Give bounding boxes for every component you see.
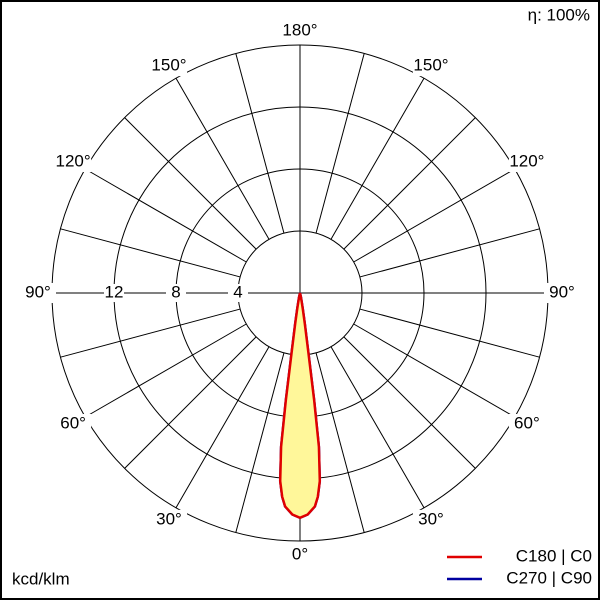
spoke xyxy=(343,117,476,250)
r-tick-label: 12 xyxy=(105,282,124,301)
label-bg xyxy=(228,284,248,302)
theta-tick-label: 30° xyxy=(418,509,444,528)
label-bg xyxy=(413,509,449,530)
spoke xyxy=(124,117,257,250)
label-bg xyxy=(508,414,545,434)
legend-label: C180 | C0 xyxy=(516,546,592,565)
spoke xyxy=(84,323,247,418)
spoke xyxy=(84,168,247,263)
theta-tick-label: 150° xyxy=(413,56,448,75)
theta-tick-label: 60° xyxy=(60,413,86,432)
spoke xyxy=(353,168,516,263)
label-bg xyxy=(282,545,318,565)
spoke xyxy=(175,346,270,509)
label-bg xyxy=(282,21,318,41)
theta-tick-label: 150° xyxy=(151,56,186,75)
theta-tick-label: 90° xyxy=(549,282,575,301)
spoke xyxy=(315,352,365,533)
theta-tick-label: 90° xyxy=(25,282,51,301)
label-bg xyxy=(151,509,187,530)
theta-tick-label: 0° xyxy=(292,544,308,563)
theta-tick-label: 60° xyxy=(514,413,540,432)
spoke xyxy=(124,336,257,469)
spoke xyxy=(359,228,540,278)
spoke xyxy=(330,77,425,240)
theta-tick-label: 180° xyxy=(282,20,317,39)
spoke xyxy=(359,308,540,358)
theta-tick-label: 30° xyxy=(156,509,182,528)
spoke xyxy=(60,228,241,278)
spoke xyxy=(175,77,270,240)
spoke xyxy=(315,53,365,234)
r-tick-label: 4 xyxy=(233,282,242,301)
theta-tick-label: 120° xyxy=(56,151,91,170)
label-bg xyxy=(166,284,186,302)
spoke xyxy=(60,308,241,358)
label-bg xyxy=(508,152,545,172)
unit-label: kcd/klm xyxy=(12,569,70,588)
spoke xyxy=(235,53,285,234)
r-tick-label: 8 xyxy=(171,282,180,301)
label-bg xyxy=(151,56,187,77)
curve xyxy=(278,292,322,520)
label-bg xyxy=(413,56,449,77)
label-bg xyxy=(55,414,92,434)
label-bg xyxy=(544,283,580,303)
label-bg xyxy=(20,283,56,303)
efficiency: η: 100% xyxy=(528,5,590,24)
legend-label: C270 | C90 xyxy=(506,568,592,587)
spoke xyxy=(343,336,476,469)
spoke xyxy=(235,352,285,533)
label-bg xyxy=(55,152,92,172)
spoke xyxy=(330,346,425,509)
theta-tick-label: 120° xyxy=(509,151,544,170)
spoke xyxy=(353,323,516,418)
label-bg xyxy=(104,284,124,302)
